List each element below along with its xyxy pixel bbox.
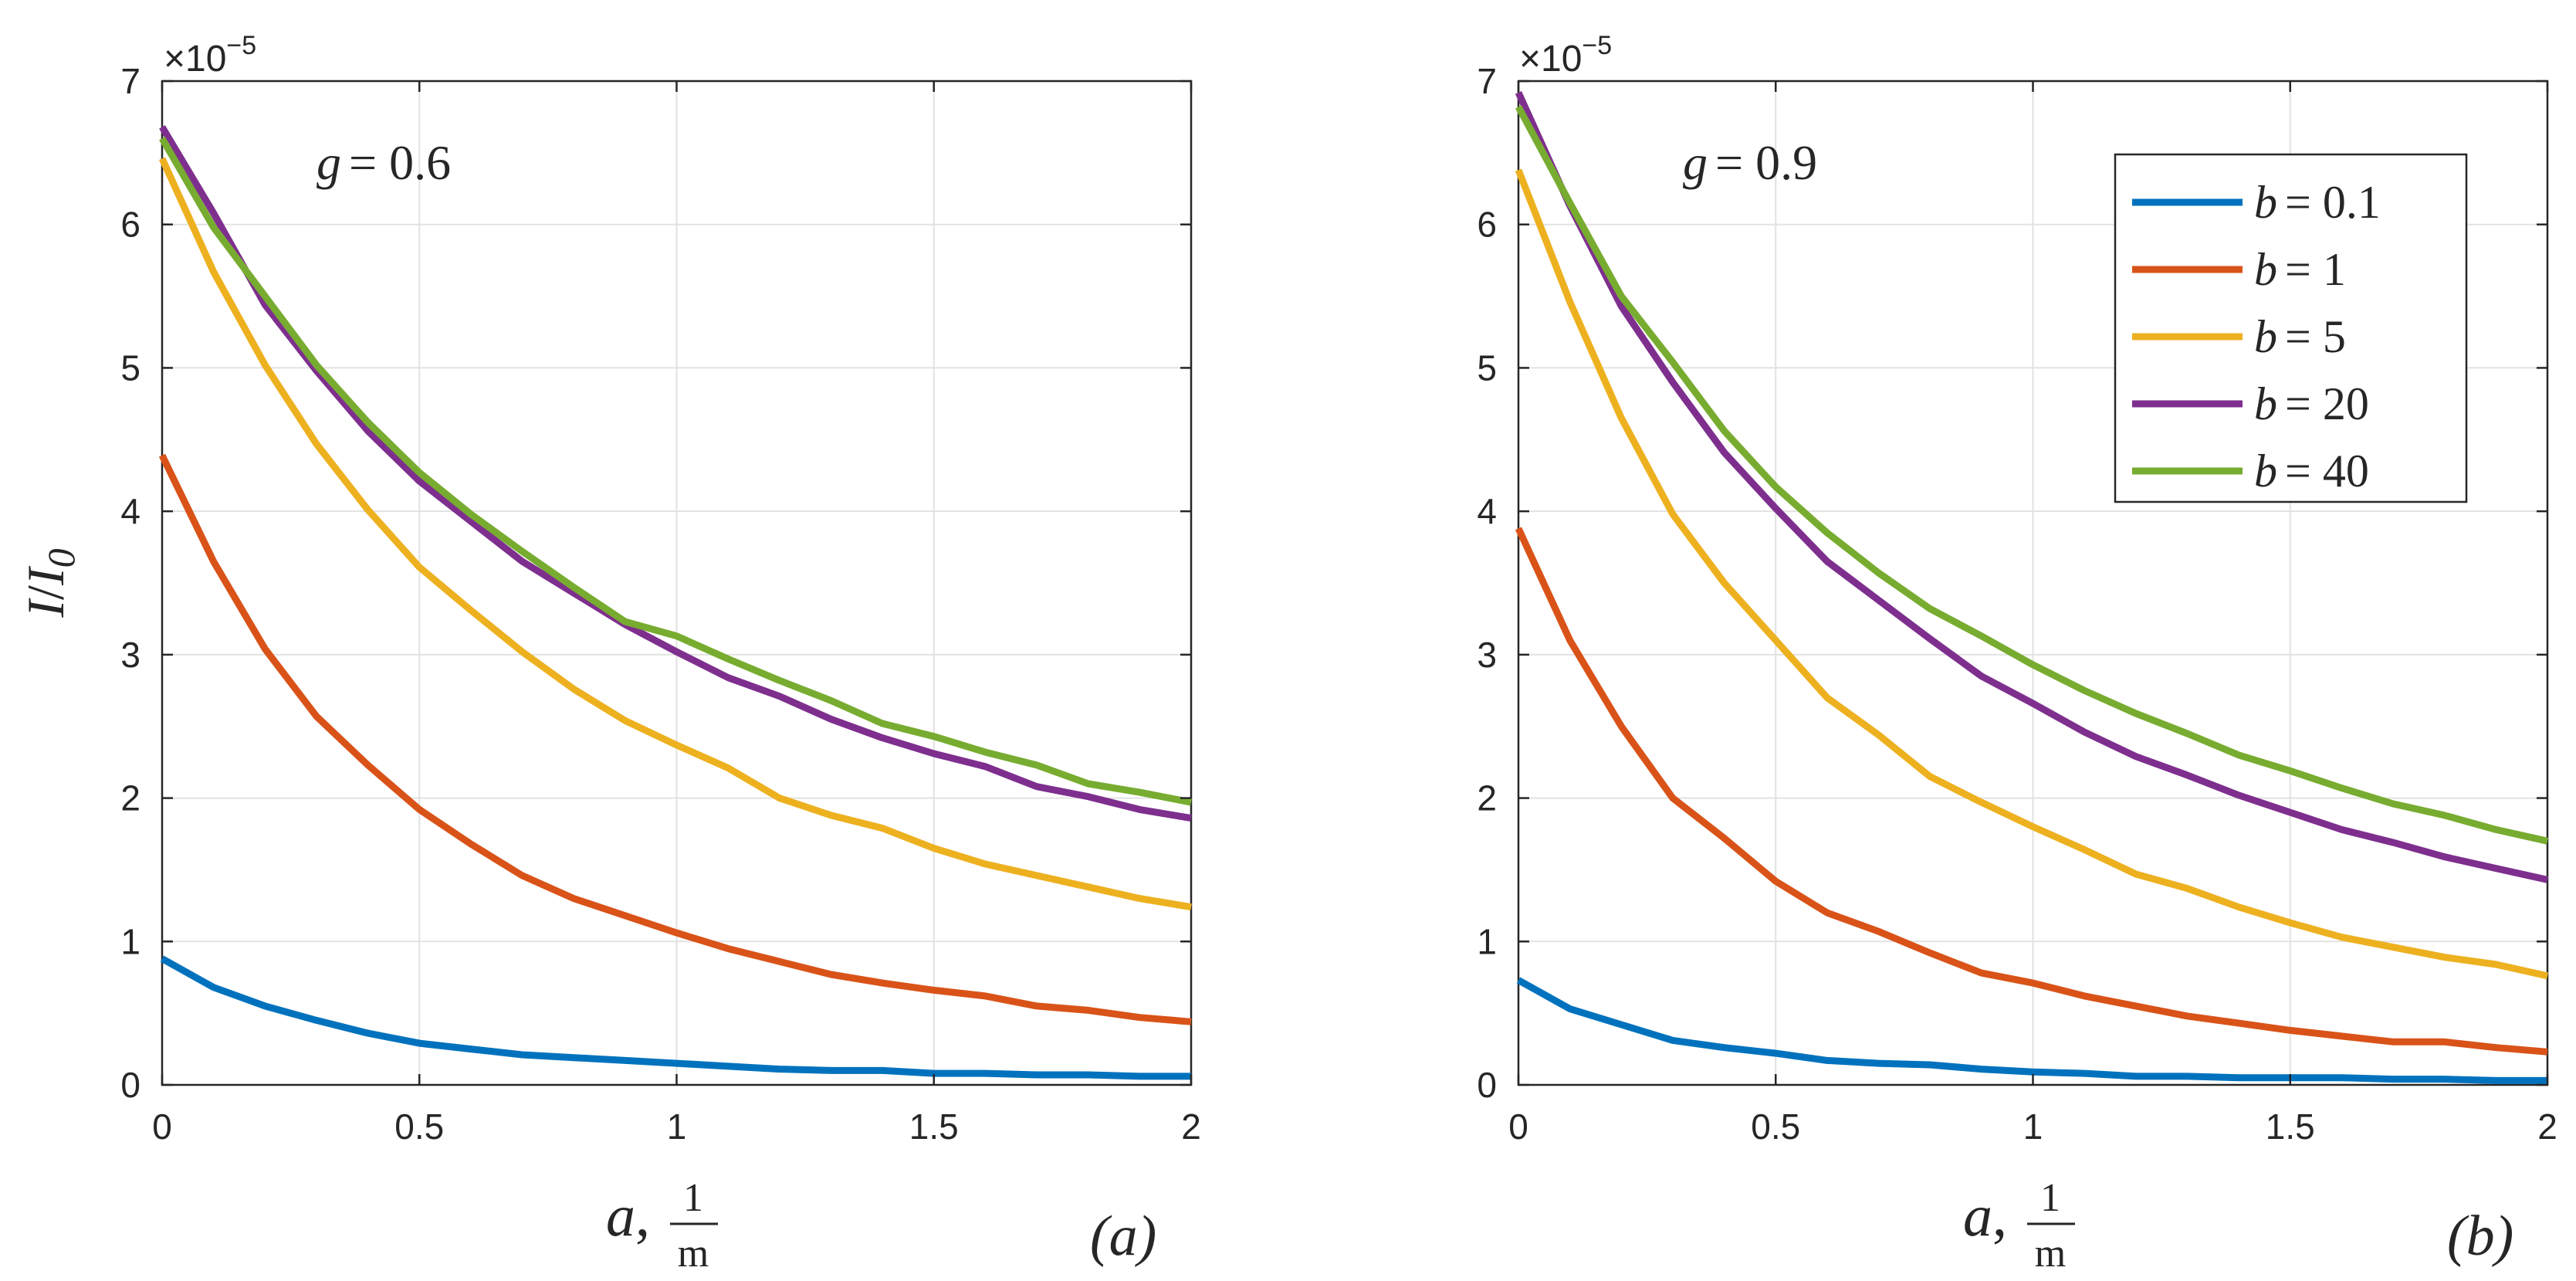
y-tick-label: 0 <box>120 1065 140 1105</box>
legend-entry: b = 5 <box>2132 311 2346 362</box>
legend-label: b = 40 <box>2254 446 2369 496</box>
svg-text:m: m <box>2035 1232 2066 1276</box>
legend-label: b = 1 <box>2254 244 2346 295</box>
legend-entry: b = 20 <box>2132 378 2369 429</box>
y-tick-label: 3 <box>120 635 140 675</box>
y-tick-label: 2 <box>120 778 140 818</box>
series-line-b-0.1 <box>1516 977 2547 1084</box>
series-line-b-40 <box>1515 105 2548 845</box>
y-tick-label: 5 <box>1477 347 1497 388</box>
svg-text:a,: a, <box>606 1184 650 1249</box>
x-axis-label-b: a, 1 m <box>1963 1176 2075 1276</box>
series-line-b-1 <box>1515 527 2548 1056</box>
y-tick-label: 7 <box>120 61 140 101</box>
y-tick-label: 0 <box>1477 1065 1497 1105</box>
legend-entry: b = 1 <box>2132 244 2346 295</box>
y-tick-label: 6 <box>1477 205 1497 245</box>
series-line-b-40 <box>159 137 1192 806</box>
x-tick-label: 0 <box>152 1106 172 1147</box>
svg-text:I/I0: I/I0 <box>16 548 83 618</box>
x-tick-label: 1.5 <box>2266 1106 2315 1147</box>
x-tick-label: 2 <box>1181 1106 1201 1147</box>
legend-entry: b = 0.1 <box>2132 177 2381 228</box>
legend-label: b = 20 <box>2254 378 2369 429</box>
legend-box <box>2114 153 2468 503</box>
panel-label-a: (a) <box>1090 1205 1156 1268</box>
series-group-a <box>158 125 1192 1080</box>
annotation-b: g = 0.9 <box>1683 135 1817 190</box>
x-tick-label: 0.5 <box>394 1106 444 1147</box>
series-line-b-1 <box>158 453 1192 1025</box>
chart-panel-b: 0 0.5 1 1.5 2 0 1 2 3 4 5 6 7 ×10−5 g = 0.9 a, 1 m (b… <box>1477 31 2557 1276</box>
legend-label: b = 5 <box>2254 311 2346 362</box>
svg-text:a,: a, <box>1963 1184 2007 1249</box>
x-axis-label-a: a, 1 m <box>606 1176 718 1276</box>
legend: b = 0.1 b = 1 b = 5 b = 20 b = 40 <box>2114 153 2468 503</box>
svg-text:1: 1 <box>683 1176 703 1220</box>
tick-labels-b: 0 0.5 1 1.5 2 0 1 2 3 4 5 6 7 <box>1477 61 2557 1147</box>
y-tick-label: 6 <box>120 205 140 245</box>
x-tick-label: 0 <box>1508 1106 1528 1147</box>
panel-label-b: (b) <box>2447 1205 2513 1268</box>
legend-label: b = 0.1 <box>2254 177 2381 228</box>
svg-text:1: 1 <box>2040 1176 2060 1220</box>
series-line-b-20 <box>1515 91 2548 883</box>
series-line-b-5 <box>1515 168 2548 980</box>
y-tick-label: 7 <box>1477 61 1497 101</box>
x-tick-label: 2 <box>2537 1106 2557 1147</box>
y-tick-label: 5 <box>120 347 140 388</box>
x-tick-label: 1.5 <box>909 1106 959 1147</box>
y-tick-label: 2 <box>1477 778 1497 818</box>
y-tick-label: 1 <box>1477 921 1497 961</box>
legend-items: b = 0.1 b = 1 b = 5 b = 20 b = 40 <box>2132 177 2381 496</box>
x-tick-label: 1 <box>667 1106 687 1147</box>
x-tick-label: 0.5 <box>1751 1106 1800 1147</box>
series-line-b-20 <box>159 125 1192 822</box>
series-line-b-5 <box>158 157 1192 911</box>
y-exponent-b: ×10−5 <box>1519 31 1612 80</box>
y-exponent-a: ×10−5 <box>164 31 256 80</box>
y-tick-label: 4 <box>1477 491 1497 531</box>
annotation-a: g = 0.6 <box>316 135 451 190</box>
series-line-b-0.1 <box>160 955 1191 1080</box>
y-tick-label: 3 <box>1477 635 1497 675</box>
y-tick-label: 1 <box>120 921 140 961</box>
legend-entry: b = 40 <box>2132 446 2369 496</box>
tick-labels-a: 0 0.5 1 1.5 2 0 1 2 3 4 5 6 7 <box>120 61 1200 1147</box>
y-tick-label: 4 <box>120 491 140 531</box>
chart-panel-a: 0 0.5 1 1.5 2 0 1 2 3 4 5 6 7 ×10−5 g = 0.6 I/I0 a, 1… <box>16 31 1201 1276</box>
y-axis-label: I/I0 <box>16 548 83 618</box>
svg-text:m: m <box>678 1232 709 1276</box>
x-tick-label: 1 <box>2023 1106 2043 1147</box>
series-group-b <box>1515 91 2548 1084</box>
